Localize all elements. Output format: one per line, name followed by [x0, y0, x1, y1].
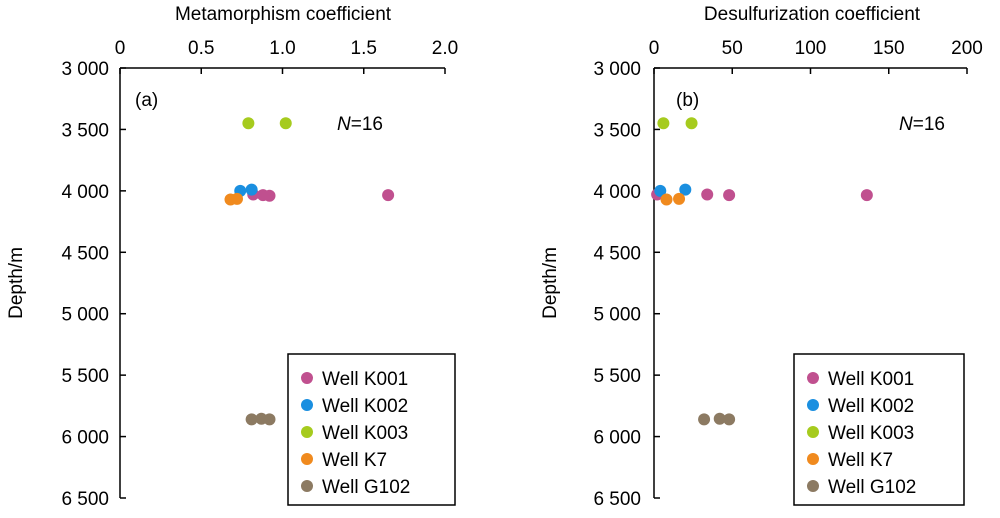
y-tick-label: 6 500 — [61, 489, 109, 510]
point-well-k003 — [657, 117, 670, 130]
annotation-rest: =16 — [351, 114, 383, 135]
point-well-k003 — [279, 117, 292, 130]
point-well-k7 — [231, 192, 243, 205]
x-tick-label: 0.5 — [188, 38, 214, 59]
legend-label-well-k003: Well K003 — [828, 423, 914, 444]
sample-count-annotation: N=16 — [899, 114, 945, 135]
data-points — [651, 117, 873, 426]
y-tick-label: 4 500 — [61, 243, 109, 264]
x-axis-title: Metamorphism coefficient — [175, 4, 392, 25]
legend-marker-well-k002 — [301, 399, 313, 411]
point-well-k001 — [701, 188, 714, 201]
panel-a: Metamorphism coefficient Depth/m (a) N=1… — [6, 4, 458, 510]
legend-marker-well-g102 — [807, 480, 819, 492]
x-tick-label: 1.5 — [351, 38, 377, 59]
y-tick-label: 6 500 — [593, 489, 641, 510]
legend-marker-well-k003 — [301, 426, 313, 438]
point-well-k7 — [673, 192, 686, 205]
point-well-k003 — [685, 117, 698, 130]
legend-marker-well-k001 — [807, 372, 819, 384]
x-tick-label: 50 — [722, 38, 743, 59]
point-well-k001 — [263, 189, 276, 202]
point-well-k002 — [654, 184, 667, 197]
point-well-k003 — [242, 117, 255, 130]
legend-label-well-k003: Well K003 — [322, 423, 408, 444]
x-tick-label: 1.0 — [269, 38, 295, 59]
data-points — [224, 117, 395, 426]
annotation-italic: N — [899, 114, 913, 135]
axes: 0 50 100 150 200 3 000 3 500 4 000 4 500 5 000 5 5… — [593, 38, 982, 510]
x-tick-label: 2.0 — [432, 38, 458, 59]
point-well-k001 — [723, 189, 736, 202]
legend-marker-well-k7 — [301, 453, 313, 465]
legend-label-well-k001: Well K001 — [828, 369, 914, 390]
x-axis-title: Desulfurization coefficient — [704, 4, 921, 25]
x-tick-label: 150 — [873, 38, 905, 59]
annotation-rest: =16 — [913, 114, 945, 135]
annotation-italic: N — [337, 114, 351, 135]
point-well-g102 — [723, 413, 736, 426]
point-well-g102 — [713, 412, 726, 425]
y-tick-label: 5 000 — [593, 305, 641, 326]
panel-b: Desulfurization coefficient Depth/m (b) … — [540, 4, 983, 510]
legend: Well K001 Well K002 Well K003 Well K7 Well G… — [793, 353, 965, 506]
legend-label-well-k002: Well K002 — [322, 396, 408, 417]
y-tick-label: 5 500 — [61, 366, 109, 387]
legend-marker-well-k003 — [807, 426, 819, 438]
legend-marker-well-k001 — [301, 372, 313, 384]
legend-box — [287, 353, 456, 506]
x-tick-label: 200 — [951, 38, 983, 59]
legend-marker-well-k002 — [807, 399, 819, 411]
panel-label: (b) — [676, 90, 699, 111]
y-tick-label: 5 500 — [593, 366, 641, 387]
y-tick-label: 4 000 — [593, 182, 641, 203]
legend-label-well-k7: Well K7 — [828, 450, 893, 471]
y-tick-label: 6 000 — [593, 428, 641, 449]
y-axis-title: Depth/m — [540, 247, 561, 319]
point-well-g102 — [245, 413, 258, 426]
x-tick-label: 0 — [649, 38, 660, 59]
point-well-k001 — [860, 189, 873, 202]
y-tick-label: 3 000 — [593, 59, 641, 80]
point-well-k002 — [245, 183, 258, 196]
legend-label-well-k7: Well K7 — [322, 450, 387, 471]
legend-label-well-g102: Well G102 — [828, 477, 916, 498]
axes: 0 0.5 1.0 1.5 2.0 3 000 3 500 4 000 4 500 5 000 5 … — [61, 38, 458, 510]
sample-count-annotation: N=16 — [337, 114, 383, 135]
y-tick-label: 5 000 — [61, 305, 109, 326]
point-well-g102 — [263, 413, 276, 426]
legend-label-well-k002: Well K002 — [828, 396, 914, 417]
legend-label-well-g102: Well G102 — [322, 477, 410, 498]
y-tick-label: 4 500 — [593, 243, 641, 264]
legend-box — [793, 353, 965, 506]
panel-label: (a) — [135, 90, 158, 111]
point-well-k001 — [382, 189, 395, 202]
legend-marker-well-k7 — [807, 453, 819, 465]
point-well-k002 — [679, 183, 692, 196]
y-axis-title: Depth/m — [6, 247, 27, 319]
point-well-k7 — [660, 193, 673, 206]
legend-label-well-k001: Well K001 — [322, 369, 408, 390]
legend: Well K001 Well K002 Well K003 Well K7 Well G… — [287, 353, 456, 506]
legend-marker-well-g102 — [301, 480, 313, 492]
x-tick-label: 100 — [795, 38, 827, 59]
y-tick-label: 3 000 — [61, 59, 109, 80]
y-tick-label: 6 000 — [61, 428, 109, 449]
x-tick-label: 0 — [115, 38, 126, 59]
point-well-g102 — [698, 413, 711, 426]
y-tick-label: 3 500 — [593, 120, 641, 141]
y-tick-label: 3 500 — [61, 120, 109, 141]
y-tick-label: 4 000 — [61, 182, 109, 203]
